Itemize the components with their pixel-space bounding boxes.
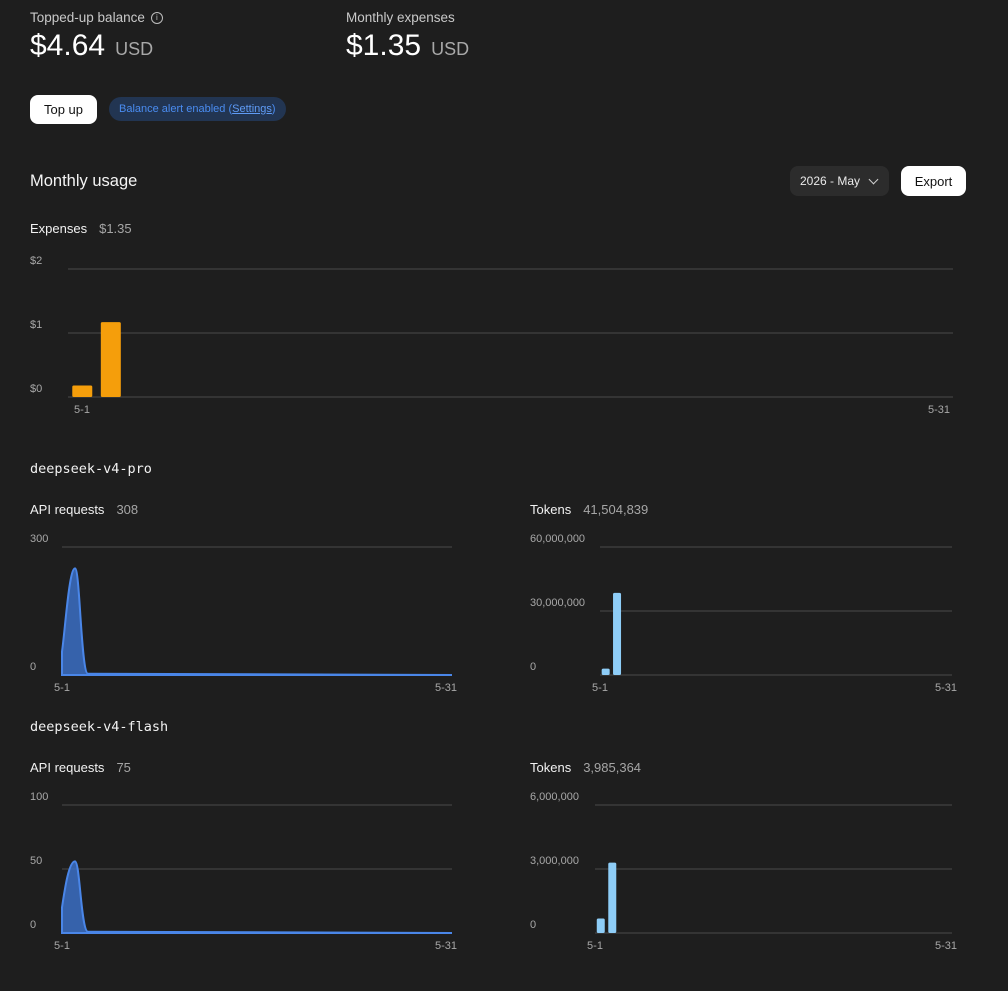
flash-requests-total: 75	[116, 760, 131, 775]
y-tick-label: $2	[30, 255, 43, 267]
topped-up-currency: USD	[115, 39, 154, 59]
y-tick-label: 0	[530, 661, 537, 673]
x-tick-label: 5-31	[434, 682, 458, 694]
x-tick-label: 5-31	[934, 682, 958, 694]
y-tick-label: 0	[530, 919, 537, 931]
x-tick-label: 5-1	[74, 404, 90, 416]
info-icon[interactable]: i	[150, 11, 163, 24]
model-name-flash: deepseek-v4-flash	[30, 719, 169, 735]
expenses-label: Expenses	[30, 221, 88, 236]
balance-alert-text: Balance alert enabled (	[119, 103, 233, 115]
x-tick-label: 5-31	[927, 404, 951, 416]
monthly-expenses: Monthly expenses $1.35 USD	[346, 10, 469, 63]
x-tick-label: 5-1	[592, 682, 608, 694]
y-tick-label: 60,000,000	[530, 533, 586, 545]
month-select[interactable]: 2026 - May	[790, 166, 889, 196]
topped-up-amount: $4.64	[30, 29, 106, 62]
y-tick-label: $1	[30, 319, 43, 331]
balance-alert-badge: Balance alert enabled (Settings)	[109, 97, 286, 121]
balance-alert-close-paren: )	[271, 103, 276, 115]
y-tick-label: $0	[30, 383, 43, 395]
y-tick-label: 30,000,000	[530, 597, 586, 609]
flash-tokens-header: Tokens 3,985,364	[530, 760, 641, 775]
x-tick-label: 5-31	[434, 940, 458, 952]
bar[interactable]	[72, 385, 93, 397]
expenses-header: Expenses $1.35	[30, 221, 132, 236]
pro-requests-total: 308	[116, 502, 139, 517]
y-tick-label: 6,000,000	[530, 791, 579, 803]
area-series[interactable]	[61, 567, 453, 676]
y-tick-label: 300	[30, 533, 49, 545]
flash-tokens-label: Tokens	[530, 760, 572, 775]
flash-requests-label: API requests	[30, 760, 105, 775]
x-tick-label: 5-31	[934, 940, 958, 952]
model-name-pro: deepseek-v4-pro	[30, 461, 152, 477]
monthly-expenses-label: Monthly expenses	[346, 10, 455, 25]
bar[interactable]	[608, 862, 617, 933]
pro-requests-header: API requests 308	[30, 502, 138, 517]
export-button[interactable]: Export	[901, 166, 966, 196]
monthly-expenses-currency: USD	[431, 39, 470, 59]
expenses-total: $1.35	[99, 221, 132, 236]
bar[interactable]	[100, 322, 121, 397]
pro-requests-label: API requests	[30, 502, 105, 517]
pro-tokens-total: 41,504,839	[583, 502, 649, 517]
bar[interactable]	[596, 918, 605, 933]
x-tick-label: 5-1	[54, 940, 70, 952]
y-tick-label: 3,000,000	[530, 855, 579, 867]
flash-tokens-total: 3,985,364	[583, 760, 642, 775]
y-tick-label: 100	[30, 791, 49, 803]
topped-up-balance: Topped-up balance i $4.64 USD	[30, 10, 163, 63]
bar[interactable]	[613, 592, 622, 675]
monthly-usage-title: Monthly usage	[30, 172, 138, 190]
y-tick-label: 0	[30, 919, 37, 931]
x-tick-label: 5-1	[54, 682, 70, 694]
y-tick-label: 50	[30, 855, 43, 867]
top-up-button[interactable]: Top up	[30, 95, 97, 124]
area-series[interactable]	[61, 860, 453, 934]
month-select-value: 2026 - May	[800, 174, 861, 188]
flash-requests-header: API requests 75	[30, 760, 131, 775]
alert-settings-link[interactable]: Settings	[232, 103, 272, 115]
topped-up-label: Topped-up balance	[30, 10, 145, 25]
x-tick-label: 5-1	[587, 940, 603, 952]
pro-tokens-label: Tokens	[530, 502, 572, 517]
monthly-expenses-amount: $1.35	[346, 29, 422, 62]
y-tick-label: 0	[30, 661, 37, 673]
bar[interactable]	[601, 668, 610, 675]
pro-tokens-header: Tokens 41,504,839	[530, 502, 648, 517]
